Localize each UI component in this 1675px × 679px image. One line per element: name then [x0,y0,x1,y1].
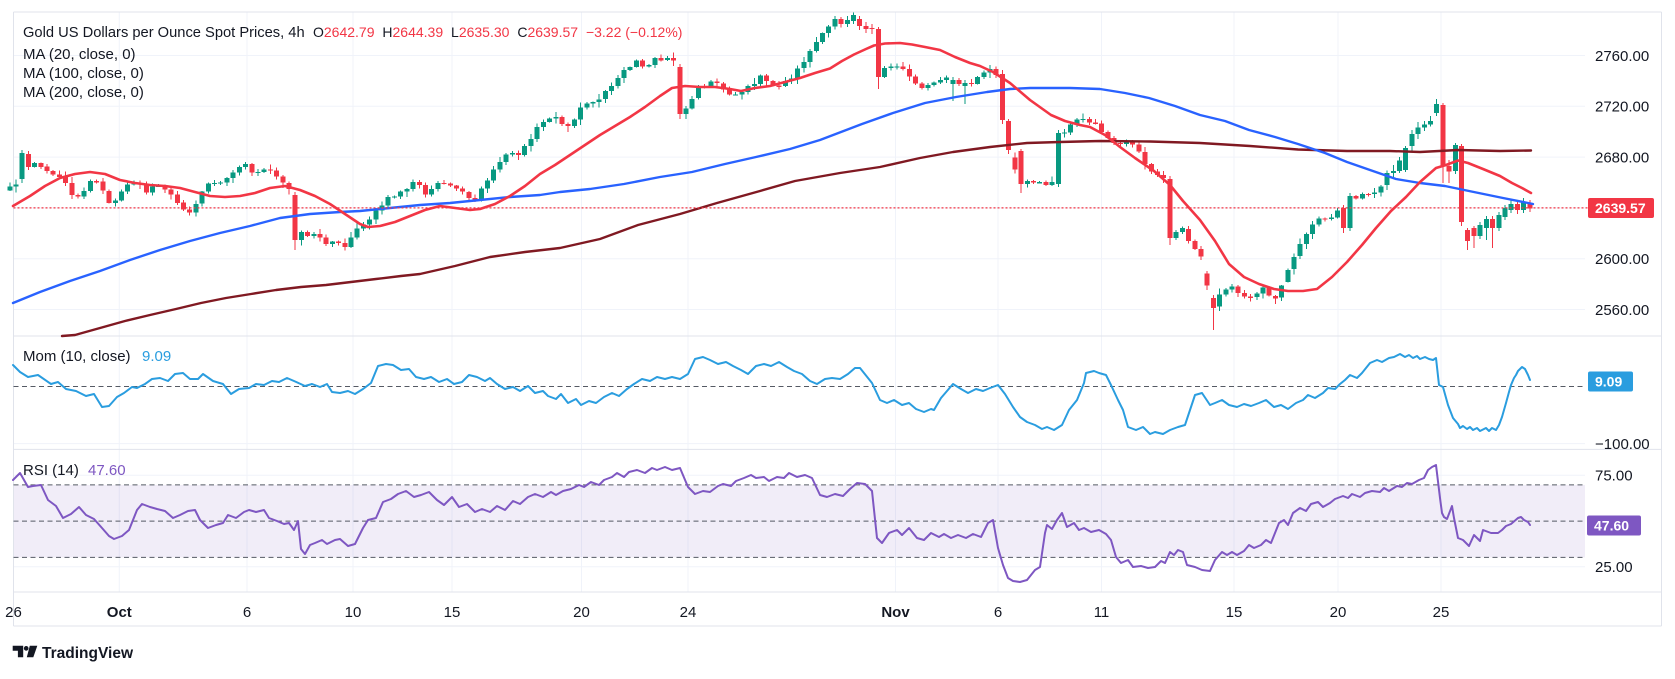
svg-text:9.09: 9.09 [142,348,171,365]
svg-text:2680.00: 2680.00 [1595,149,1649,166]
svg-text:2639.57: 2639.57 [1595,200,1646,216]
svg-text:47.60: 47.60 [88,462,126,479]
svg-text:20: 20 [573,604,590,621]
svg-text:Nov: Nov [881,604,910,621]
svg-text:6: 6 [994,604,1002,621]
svg-text:75.00: 75.00 [1595,468,1633,485]
svg-text:11: 11 [1094,604,1110,621]
svg-text:MA (100, close, 0): MA (100, close, 0) [23,65,144,82]
svg-text:25.00: 25.00 [1595,559,1633,576]
svg-text:47.60: 47.60 [1594,518,1629,534]
svg-text:26: 26 [5,604,22,621]
svg-text:−100.00: −100.00 [1595,436,1650,453]
svg-text:10: 10 [345,604,362,621]
svg-text:25: 25 [1433,604,1450,621]
svg-text:2560.00: 2560.00 [1595,302,1649,319]
svg-text:MA (200, close, 0): MA (200, close, 0) [23,84,144,101]
svg-text:TradingView: TradingView [42,645,134,662]
svg-text:15: 15 [1226,604,1243,621]
svg-text:Gold US Dollars per Ounce Spot: Gold US Dollars per Ounce Spot Prices, 4… [23,25,305,41]
svg-text:6: 6 [243,604,251,621]
svg-text:9.09: 9.09 [1595,374,1622,390]
svg-text:15: 15 [444,604,461,621]
svg-text:24: 24 [680,604,697,621]
svg-text:2600.00: 2600.00 [1595,251,1649,268]
svg-text:2720.00: 2720.00 [1595,99,1649,116]
svg-text:2760.00: 2760.00 [1595,48,1649,65]
svg-text:RSI (14): RSI (14) [23,462,79,479]
svg-text:Mom (10, close): Mom (10, close) [23,348,131,365]
svg-text:Oct: Oct [107,604,132,621]
svg-text:MA (20, close, 0): MA (20, close, 0) [23,46,136,63]
svg-text:20: 20 [1330,604,1347,621]
svg-text:O2642.79 H2644.39 L2635.30 C26: O2642.79 H2644.39 L2635.30 C2639.57 −3.2… [313,24,682,40]
